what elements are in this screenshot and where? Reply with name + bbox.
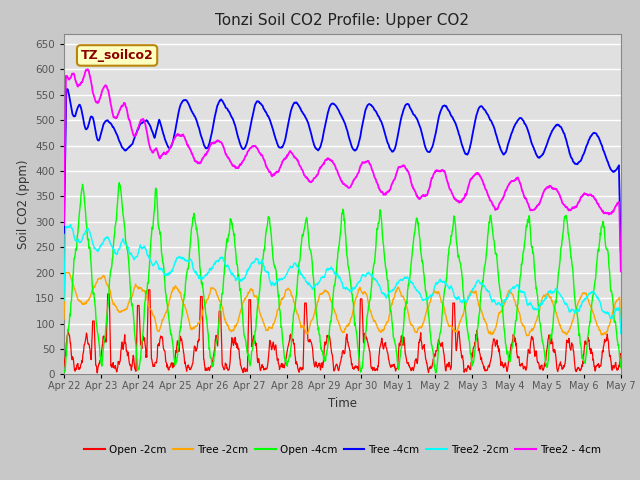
Legend: Open -2cm, Tree -2cm, Open -4cm, Tree -4cm, Tree2 -2cm, Tree2 - 4cm: Open -2cm, Tree -2cm, Open -4cm, Tree -4…: [80, 441, 605, 459]
Text: TZ_soilco2: TZ_soilco2: [81, 49, 154, 62]
Title: Tonzi Soil CO2 Profile: Upper CO2: Tonzi Soil CO2 Profile: Upper CO2: [216, 13, 469, 28]
X-axis label: Time: Time: [328, 397, 357, 410]
Y-axis label: Soil CO2 (ppm): Soil CO2 (ppm): [17, 159, 29, 249]
